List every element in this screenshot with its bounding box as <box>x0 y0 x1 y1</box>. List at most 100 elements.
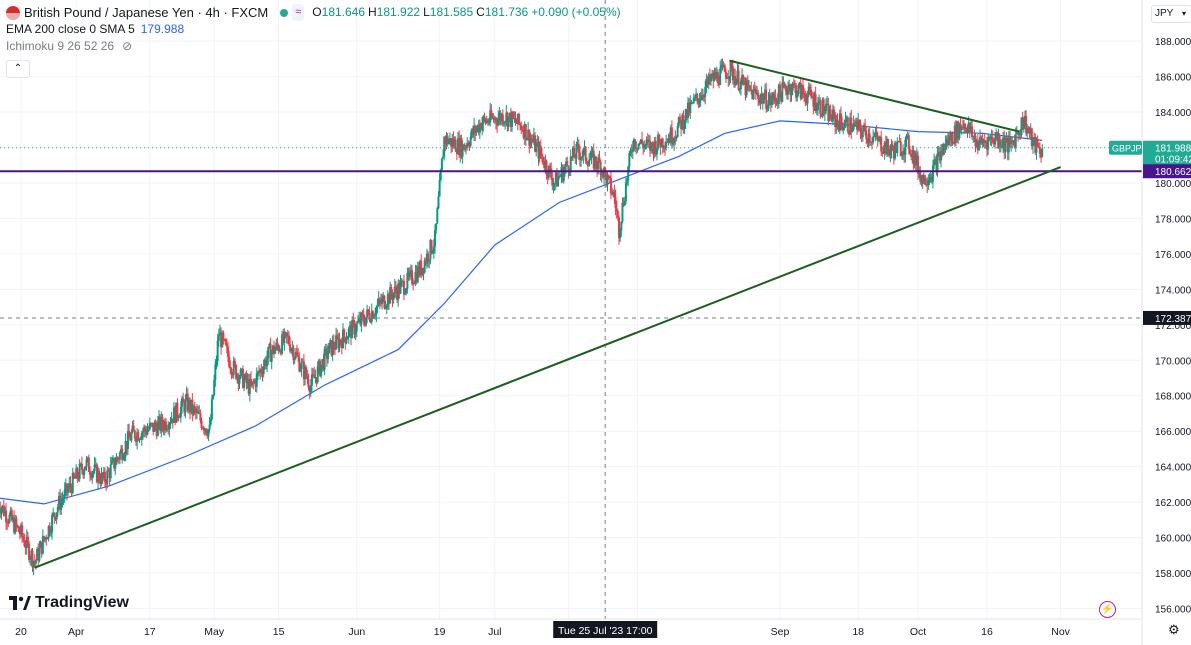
candle-body <box>358 317 361 322</box>
candle-body <box>793 84 796 86</box>
candle-body <box>539 145 542 154</box>
tradingview-logo[interactable]: TradingView <box>9 594 129 612</box>
candle-body <box>1014 134 1017 148</box>
candle-body <box>821 99 824 117</box>
candle-body <box>86 457 89 460</box>
candle-body <box>296 352 298 355</box>
candle-body <box>217 335 220 341</box>
candle-body <box>80 463 83 471</box>
candle-body <box>960 127 963 130</box>
candle-body <box>471 129 474 135</box>
candle-body <box>754 89 757 94</box>
wave-icon[interactable]: ≈ <box>292 4 305 21</box>
ema-indicator-label[interactable]: EMA 200 close 0 SMA 5 <box>6 22 135 36</box>
descending-resistance-trendline[interactable] <box>729 59 1020 133</box>
candle-body <box>861 131 864 138</box>
candle-body <box>377 298 380 305</box>
candle-body <box>976 141 979 151</box>
ascending-support-trendline[interactable] <box>34 166 1061 569</box>
ichimoku-indicator-label[interactable]: Ichimoku 9 26 52 26 <box>6 39 115 53</box>
candle-body <box>140 433 143 440</box>
candle-body <box>187 399 190 411</box>
price-axis: 156.000 158.000 160.000 162.000 164.000 166.0… <box>1155 37 1191 615</box>
candle-body <box>169 422 172 424</box>
candle-body <box>34 560 37 564</box>
chevron-up-icon[interactable]: ⌃ <box>6 60 30 78</box>
candle-body <box>657 134 660 149</box>
candle-body <box>940 151 942 161</box>
candle-body <box>643 144 646 149</box>
candle-body <box>956 121 959 141</box>
candle-body <box>838 113 841 131</box>
candle-body <box>408 271 411 277</box>
candle-body <box>329 340 332 343</box>
candle-body <box>831 109 834 122</box>
candle-body <box>179 406 182 418</box>
candle-body <box>321 359 324 365</box>
candle-body <box>371 311 374 319</box>
candle-body <box>378 298 381 302</box>
candle-body <box>800 85 803 99</box>
candle-body <box>953 125 956 144</box>
price-tick-label: 170.000 <box>1155 356 1191 367</box>
candle-body <box>849 117 852 135</box>
candle-body <box>591 150 594 152</box>
candle-body <box>107 470 110 472</box>
candle-body <box>959 124 962 130</box>
candle-body <box>590 151 593 159</box>
candle-body <box>300 362 303 370</box>
candle-body <box>636 147 639 149</box>
candle-body <box>290 348 293 352</box>
candle-body <box>323 349 326 370</box>
candle-body <box>881 151 884 153</box>
time-tick-label: 16 <box>981 626 993 638</box>
candle-body <box>313 374 316 379</box>
candle-body <box>423 260 426 273</box>
candle-body <box>350 325 353 339</box>
lightning-icon[interactable]: ⚡ <box>1099 601 1116 618</box>
symbol-badge-bg <box>1109 140 1142 155</box>
candle-body <box>461 144 464 157</box>
candle-body <box>401 280 404 282</box>
candle-body <box>450 138 453 147</box>
candle-body <box>1000 145 1003 147</box>
symbol-title[interactable]: British Pound / Japanese Yen · 4h · FXCM <box>24 5 269 20</box>
candle-body <box>964 123 967 130</box>
candle-body <box>500 114 503 122</box>
candle-body <box>523 124 526 138</box>
candle-body <box>808 86 811 90</box>
time-tick-label: Oct <box>910 626 926 638</box>
candle-body <box>499 113 502 122</box>
settings-gear-icon[interactable]: ⚙ <box>1168 622 1180 637</box>
market-status-icon[interactable] <box>280 8 289 17</box>
candle-body <box>869 141 872 143</box>
candle-body <box>752 88 755 100</box>
candle-body <box>101 472 104 479</box>
eye-off-icon[interactable]: ⊘ <box>122 39 133 53</box>
currency-selector[interactable]: JPY ▾ <box>1151 5 1191 23</box>
close-value: 181.736 <box>484 5 529 19</box>
candle-body <box>561 167 564 181</box>
candle-body <box>304 367 307 380</box>
candle-body <box>826 103 829 105</box>
candle-body <box>224 339 227 345</box>
candle-body <box>222 332 225 340</box>
candle-body <box>31 550 34 568</box>
candle-body <box>384 307 387 309</box>
candle-body <box>430 240 433 253</box>
candle-body <box>260 369 263 373</box>
candle-body <box>121 448 124 460</box>
candle-body <box>344 337 347 344</box>
candle-body <box>436 208 439 224</box>
candle-body <box>67 488 70 493</box>
candle-body <box>599 162 602 175</box>
candle-body <box>660 138 663 148</box>
candle-body <box>452 138 455 146</box>
candle-body <box>419 261 422 276</box>
candle-body <box>820 114 823 117</box>
candle-body <box>161 416 164 427</box>
candle-body <box>576 143 579 145</box>
candle-body <box>225 344 228 347</box>
